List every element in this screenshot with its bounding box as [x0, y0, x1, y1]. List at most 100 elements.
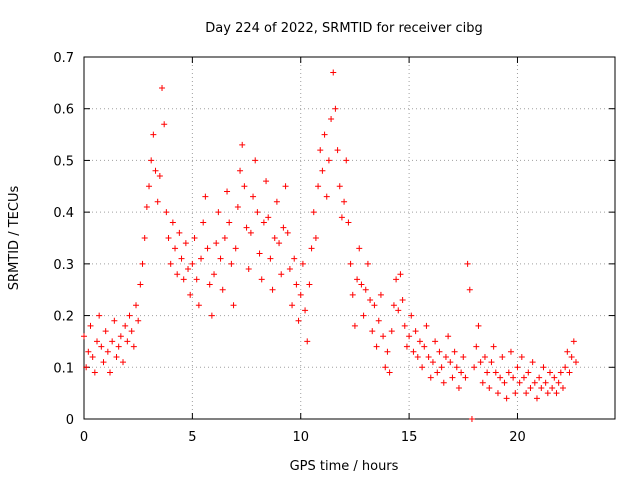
data-point [143, 203, 150, 210]
data-point [122, 322, 129, 329]
data-point [191, 235, 198, 241]
data-point [527, 384, 534, 391]
data-point [549, 384, 556, 391]
data-point [557, 369, 564, 376]
data-point [397, 271, 404, 278]
data-point [295, 317, 302, 324]
data-point [167, 260, 174, 267]
data-point [490, 343, 497, 350]
data-point [553, 390, 560, 397]
data-point [126, 312, 133, 319]
data-point [484, 369, 491, 376]
data-point [271, 235, 278, 241]
data-point [273, 198, 280, 205]
data-point [544, 390, 551, 397]
data-point [477, 359, 484, 366]
data-point [349, 291, 356, 298]
data-point [263, 178, 270, 185]
data-point [221, 235, 228, 241]
data-point [169, 219, 176, 226]
data-point [293, 281, 300, 288]
data-point [488, 359, 495, 366]
data-point [492, 369, 499, 376]
data-point [304, 338, 311, 345]
grid [84, 57, 615, 419]
data-point [260, 219, 267, 226]
data-point [312, 235, 319, 241]
data-point [267, 255, 274, 262]
data-point [85, 348, 92, 355]
data-point [399, 297, 406, 304]
data-point [83, 364, 90, 371]
data-point [284, 229, 291, 236]
data-point [386, 369, 393, 376]
data-point [215, 209, 222, 216]
data-point [338, 214, 345, 221]
x-tick-label: 15 [401, 430, 418, 445]
data-point [330, 69, 337, 76]
x-axis-label: GPS time / hours [290, 459, 399, 474]
data-point [403, 343, 410, 350]
data-point [440, 379, 447, 386]
data-point [100, 359, 107, 366]
data-point [276, 240, 283, 247]
data-point [124, 338, 131, 345]
data-point [213, 240, 220, 247]
data-point [178, 255, 185, 262]
data-point [154, 198, 161, 205]
data-point [529, 359, 536, 366]
data-point [453, 364, 460, 371]
data-point [447, 359, 454, 366]
data-point [564, 348, 571, 355]
data-point [503, 395, 510, 402]
data-point [373, 343, 380, 350]
data-point [395, 307, 402, 314]
data-point [310, 209, 317, 216]
y-tick-label: 0.4 [53, 206, 74, 221]
data-point [94, 338, 101, 345]
data-point [254, 209, 261, 216]
data-point [345, 219, 352, 226]
data-point [111, 317, 118, 324]
data-point [438, 364, 445, 371]
data-point [501, 379, 508, 386]
data-point [479, 379, 486, 386]
data-point [182, 240, 189, 247]
y-tick-label: 0.2 [53, 310, 74, 325]
data-point [289, 302, 296, 309]
data-point [211, 271, 218, 278]
data-point [497, 374, 504, 381]
data-point [247, 229, 254, 236]
data-point [130, 343, 137, 350]
data-point [382, 364, 389, 371]
data-point [505, 369, 512, 376]
data-point [174, 271, 181, 278]
data-point [286, 266, 293, 273]
data-point [393, 276, 400, 283]
data-point [87, 322, 94, 329]
data-point [325, 157, 332, 164]
data-point [572, 359, 579, 366]
data-point [265, 214, 272, 221]
data-point [159, 85, 166, 92]
data-point [432, 338, 439, 345]
chart-title: Day 224 of 2022, SRMTID for receiver cib… [205, 21, 482, 36]
data-point [224, 188, 231, 195]
data-point [278, 271, 285, 278]
data-point [464, 260, 471, 267]
data-point [81, 333, 87, 340]
data-point [425, 353, 432, 360]
data-point [362, 286, 369, 293]
data-point [317, 147, 324, 154]
data-point [104, 348, 111, 355]
data-point [460, 353, 467, 360]
data-point [468, 416, 475, 422]
data-point [542, 379, 549, 386]
data-point [109, 338, 116, 345]
data-point [416, 338, 423, 345]
y-tick-label: 0.5 [53, 154, 74, 169]
data-point [321, 131, 328, 138]
data-point [146, 183, 153, 190]
data-point [98, 343, 105, 350]
